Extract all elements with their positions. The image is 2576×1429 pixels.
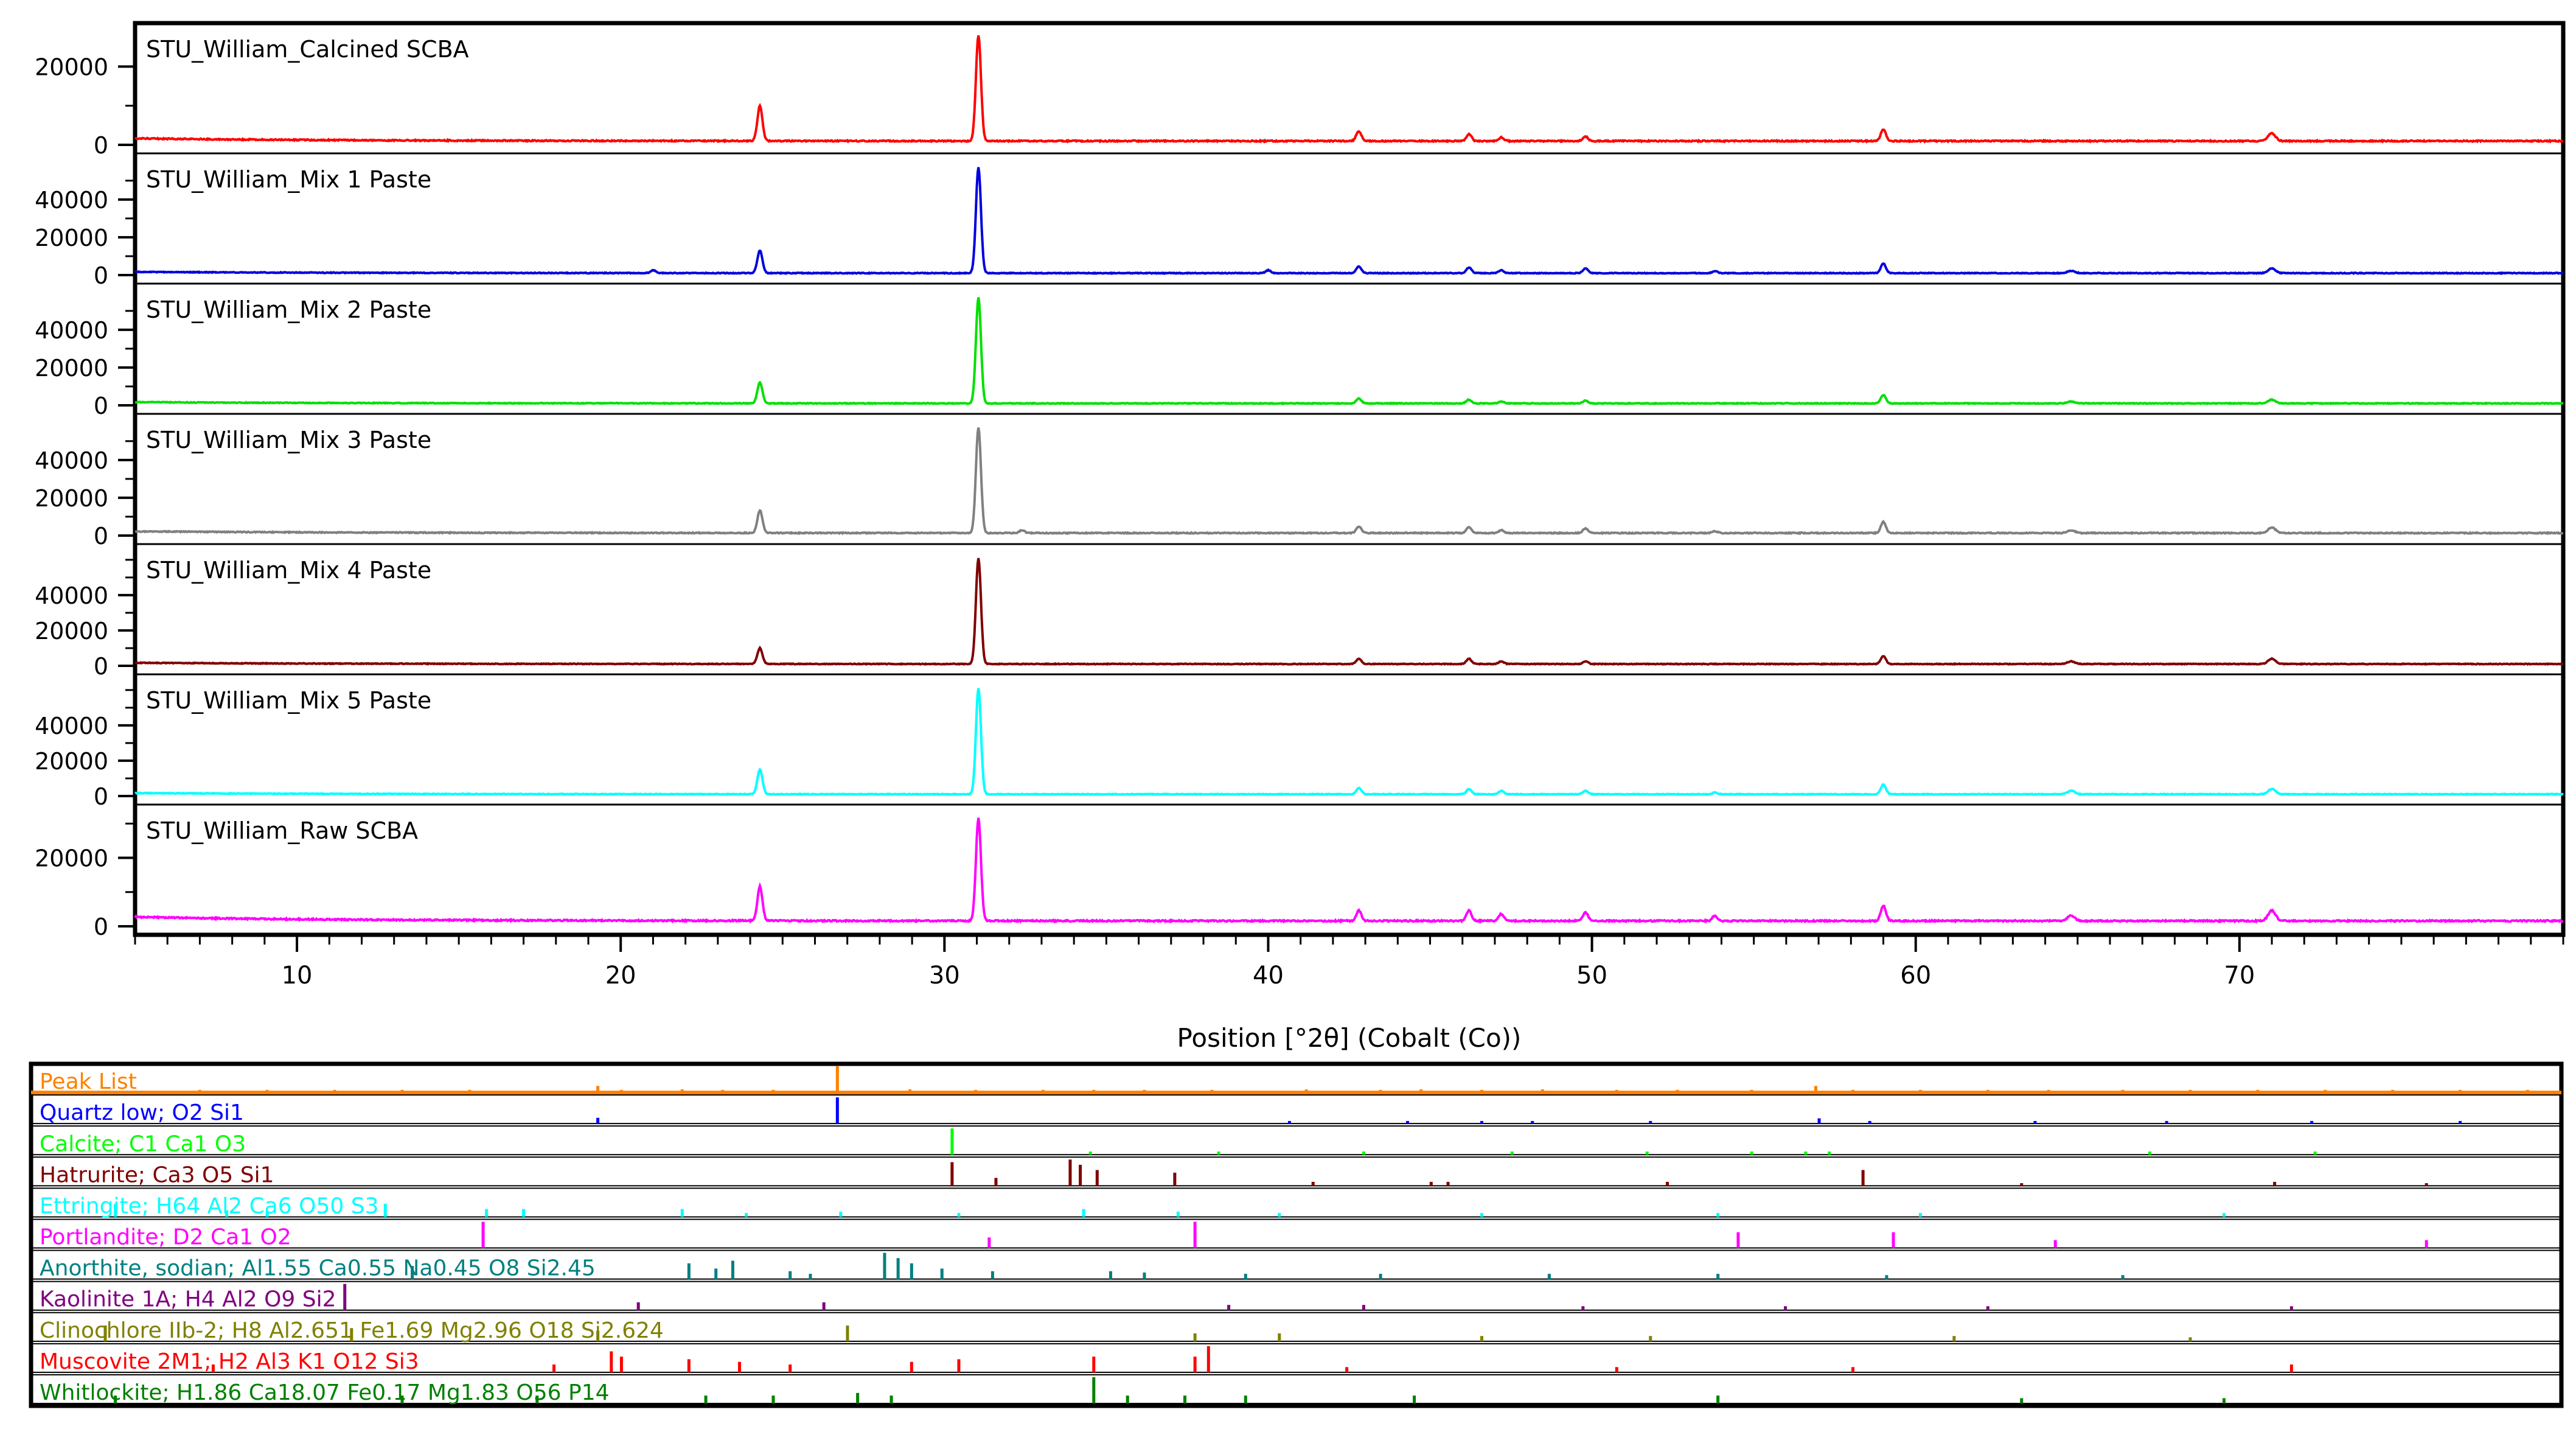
x-tick-label: 10: [282, 962, 313, 990]
x-tick-label: 60: [1900, 962, 1931, 990]
y-tick-label: 0: [94, 262, 108, 289]
series-line: [134, 557, 2564, 666]
x-tick-label: 30: [929, 962, 960, 990]
reference-row-label: Ettringite; H64 Al2 Ca6 O50 S3: [40, 1193, 378, 1218]
series-label: STU_William_Calcined SCBA: [146, 36, 469, 63]
y-tick-label: 0: [94, 653, 108, 680]
reference-row-label: Kaolinite 1A; H4 Al2 O9 Si2: [40, 1287, 336, 1312]
series-label: STU_William_Mix 4 Paste: [146, 557, 431, 584]
reference-row-label: Peak List: [40, 1069, 137, 1094]
scan-frame: [133, 21, 2566, 937]
series-line: [134, 688, 2564, 797]
series-line: [135, 297, 2564, 405]
y-tick-label: 0: [94, 393, 108, 419]
y-tick-label: 0: [94, 783, 108, 810]
y-tick-label: 40000: [35, 187, 108, 214]
series-line: [134, 427, 2564, 536]
reference-row-label: Hatrurite; Ca3 O5 Si1: [40, 1162, 274, 1187]
series-label: STU_William_Mix 5 Paste: [146, 687, 431, 714]
series-label: STU_William_Mix 3 Paste: [146, 427, 431, 453]
reference-row-label: Whitlockite; H1.86 Ca18.07 Fe0.17 Mg1.83…: [40, 1380, 610, 1405]
reference-row-label: Anorthite, sodian; Al1.55 Ca0.55 Na0.45 …: [40, 1256, 596, 1281]
y-tick-label: 20000: [35, 355, 108, 382]
x-tick-label: 70: [2224, 962, 2255, 990]
reference-row-label: Clinochlore IIb-2; H8 Al2.651 Fe1.69 Mg2…: [40, 1318, 664, 1343]
reference-row-label: Calcite; C1 Ca1 O3: [40, 1131, 246, 1156]
x-tick-label: 50: [1576, 962, 1607, 990]
x-tick-label: 20: [605, 962, 636, 990]
reference-row-label: Muscovite 2M1; H2 Al3 K1 O12 Si3: [40, 1349, 419, 1374]
y-tick-label: 20000: [35, 485, 108, 512]
y-tick-label: 20000: [35, 618, 108, 645]
y-tick-label: 20000: [35, 225, 108, 251]
series-label: STU_William_Mix 2 Paste: [146, 296, 431, 323]
series-line: [134, 35, 2564, 144]
series-line: [134, 817, 2563, 924]
y-tick-label: 0: [94, 132, 108, 159]
reference-frame: [29, 1061, 2564, 1408]
y-tick-label: 40000: [35, 713, 108, 739]
reference-row-label: Portlandite; D2 Ca1 O2: [40, 1225, 291, 1250]
y-tick-label: 0: [94, 914, 108, 940]
y-tick-label: 20000: [35, 54, 108, 80]
x-axis-title: Position [°2θ] (Cobalt (Co)): [1177, 1023, 1522, 1053]
y-tick-label: 40000: [35, 317, 108, 344]
series-line: [134, 167, 2564, 276]
series-label: STU_William_Raw SCBA: [146, 817, 418, 844]
series-label: STU_William_Mix 1 Paste: [146, 166, 431, 193]
y-tick-label: 40000: [35, 582, 108, 609]
x-tick-label: 40: [1253, 962, 1284, 990]
y-tick-label: 40000: [35, 447, 108, 474]
y-tick-label: 20000: [35, 845, 108, 872]
y-tick-label: 20000: [35, 748, 108, 775]
reference-row-label: Quartz low; O2 Si1: [40, 1100, 244, 1125]
y-tick-label: 0: [94, 523, 108, 550]
